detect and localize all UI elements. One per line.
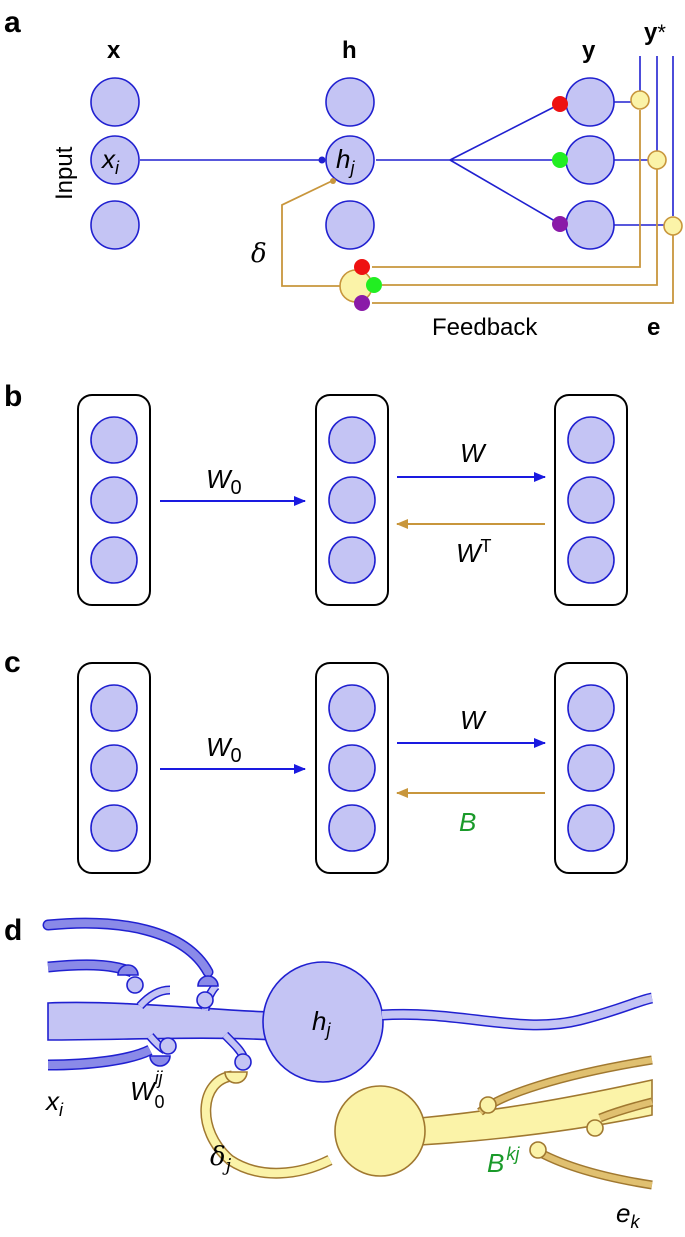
ek-label: ek [616, 1198, 640, 1232]
presynaptic-bouton [149, 1055, 171, 1067]
panel-b-letter: b [4, 380, 22, 413]
purple-synapse-dot [552, 216, 568, 232]
xi-label: xi [44, 1086, 64, 1120]
y-neuron [565, 135, 615, 185]
feedback-spine [586, 1119, 604, 1137]
panel-c: c W0 W B [4, 646, 628, 874]
feedback-spine [479, 1096, 497, 1114]
dendritic-spine [234, 1053, 252, 1071]
x-neuron [90, 77, 140, 127]
feedback-spine [529, 1141, 547, 1159]
error-axon [598, 1099, 653, 1121]
neuron [328, 416, 376, 464]
dendritic-spine [196, 991, 214, 1009]
h-neuron-j [325, 135, 375, 185]
neuron [90, 416, 138, 464]
presynaptic-bouton [117, 964, 139, 976]
b-label: B [459, 807, 476, 837]
e-label: e [647, 314, 660, 341]
synapse-dot [318, 156, 326, 164]
neuron [90, 744, 138, 792]
neuron [328, 804, 376, 852]
dendritic-spine [126, 976, 144, 994]
delta-label: δ [251, 239, 267, 269]
green-feedback-dot [366, 277, 382, 293]
x-neuron-i [90, 135, 140, 185]
green-synapse-dot [552, 152, 568, 168]
h-neuron [325, 200, 375, 250]
input-axon-xi [47, 1046, 152, 1069]
h-neuron [325, 77, 375, 127]
error-axon-ek [533, 1147, 653, 1188]
panel-a-letter: a [4, 6, 21, 39]
y-neuron [565, 200, 615, 250]
neuron [567, 684, 615, 732]
neuron [567, 476, 615, 524]
neuron [567, 804, 615, 852]
y-neuron [565, 77, 615, 127]
wt-label: WT [456, 536, 492, 568]
feedback-bouton [224, 1071, 248, 1084]
neuron [567, 744, 615, 792]
ystar-label: y* [644, 19, 666, 46]
h-layer-label: h [342, 37, 357, 64]
panel-b: b W0 W WT [4, 380, 628, 606]
neuron [90, 804, 138, 852]
neuron [567, 416, 615, 464]
error-comparator [647, 150, 667, 170]
error-comparator [663, 216, 683, 236]
feedback-neuron-soma [334, 1085, 426, 1177]
x-neuron [90, 200, 140, 250]
neuron [328, 744, 376, 792]
panel-c-letter: c [4, 646, 21, 679]
feedback-line [382, 168, 658, 286]
panel-d: d hj [4, 914, 654, 1232]
dendrite-trunk [47, 1001, 273, 1041]
hidden-neuron-soma [262, 961, 384, 1083]
feedback-line [372, 234, 674, 304]
w0ij-label: W0ij [130, 1068, 165, 1112]
w0-label: W0 [206, 732, 242, 767]
dendritic-spine [159, 1037, 177, 1055]
panel-d-letter: d [4, 914, 22, 947]
presynaptic-bouton [197, 975, 219, 987]
error-comparator [630, 90, 650, 110]
y-layer-label: y [582, 37, 596, 64]
hj-label: hj [336, 144, 355, 178]
feedback-label: Feedback [432, 314, 538, 341]
xi-label: xi [100, 144, 120, 178]
red-synapse-dot [552, 96, 568, 112]
neuron [328, 684, 376, 732]
hj-label: hj [312, 1006, 331, 1040]
neuron [90, 684, 138, 732]
input-axon [44, 919, 212, 976]
neuron [90, 476, 138, 524]
w-label: W [460, 705, 487, 735]
neuron [328, 536, 376, 584]
feedback-line [372, 110, 641, 268]
delta-j-label: δj [210, 1142, 232, 1176]
h-to-y-connections [449, 103, 561, 225]
panel-a: a x h y y* Input xi hj [4, 6, 683, 341]
purple-feedback-dot [354, 295, 370, 311]
delta-feedback-line [281, 179, 340, 287]
w0-label: W0 [206, 464, 242, 499]
x-layer-label: x [107, 37, 121, 64]
neuron [328, 476, 376, 524]
input-label: Input [51, 146, 78, 200]
red-feedback-dot [354, 259, 370, 275]
w-label: W [460, 438, 487, 468]
neuron [567, 536, 615, 584]
output-axon [381, 994, 653, 1029]
neuron [90, 536, 138, 584]
delta-synapse-dot [330, 178, 336, 184]
feedback-axon [201, 1072, 332, 1178]
